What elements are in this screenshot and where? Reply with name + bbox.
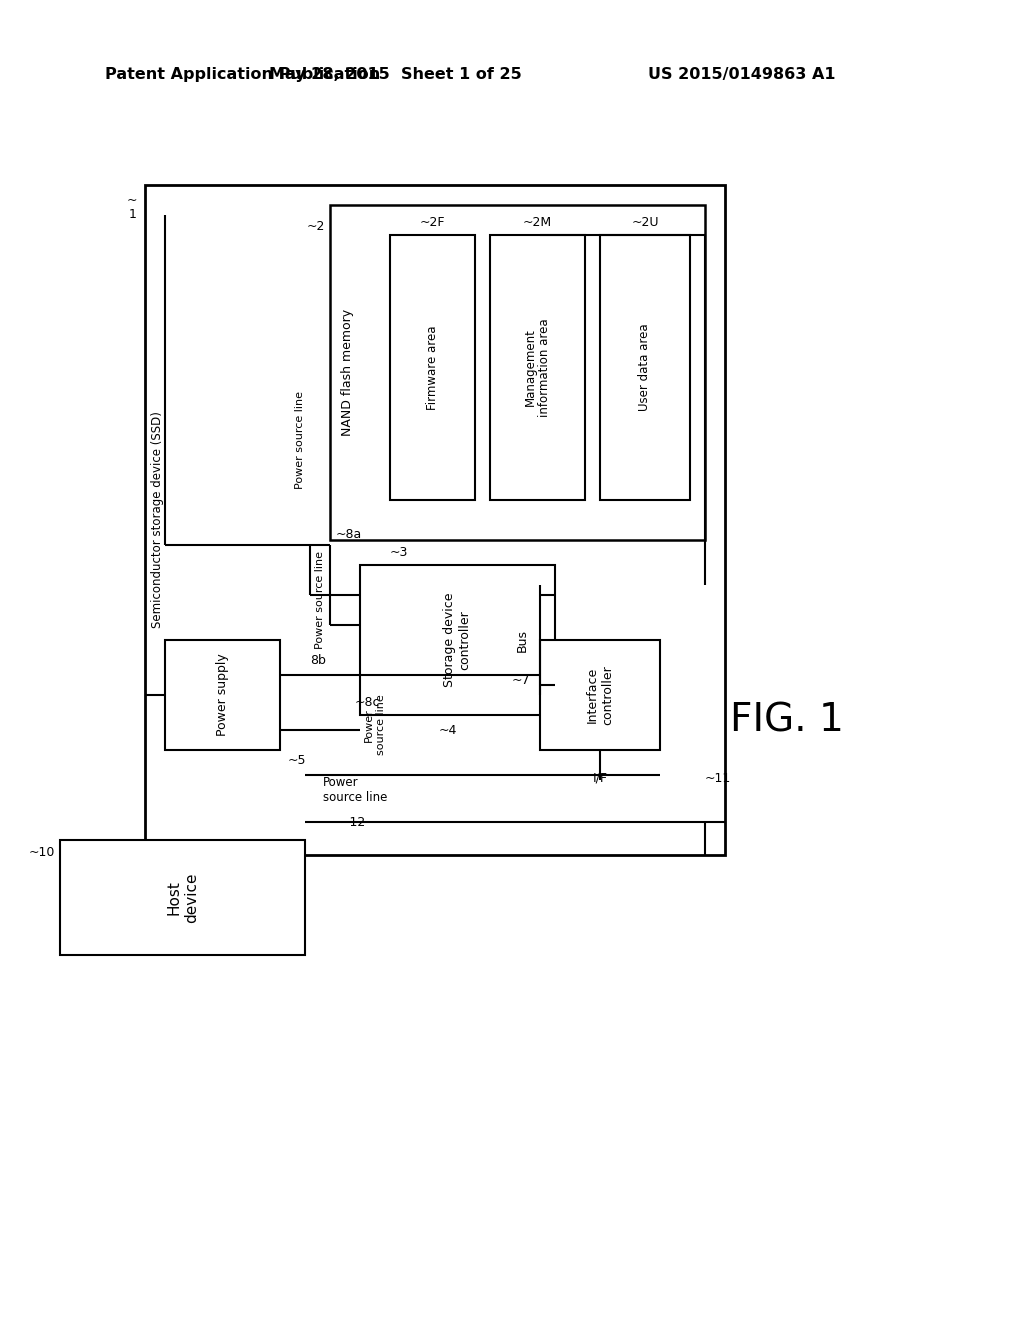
Text: 1: 1 [129, 209, 137, 222]
Bar [330, 205, 705, 540]
Text: ~5: ~5 [288, 754, 306, 767]
Text: ~8a: ~8a [336, 528, 362, 541]
Bar [60, 840, 305, 954]
Text: Storage device
controller: Storage device controller [443, 593, 471, 688]
Text: Power
source line: Power source line [323, 776, 387, 804]
Text: US 2015/0149863 A1: US 2015/0149863 A1 [648, 67, 836, 82]
Bar [360, 565, 555, 715]
Text: ~3: ~3 [390, 546, 409, 560]
Text: Patent Application Publication: Patent Application Publication [105, 67, 380, 82]
Text: ~: ~ [127, 194, 137, 206]
Text: ~10: ~10 [29, 846, 55, 858]
Bar [145, 185, 725, 855]
Text: Firmware area: Firmware area [426, 325, 439, 409]
Text: Power source line: Power source line [315, 550, 325, 649]
Text: Power
source line: Power source line [365, 694, 386, 755]
Text: ~2F: ~2F [420, 216, 445, 230]
Text: Bus: Bus [515, 628, 528, 652]
Bar [490, 235, 585, 500]
Text: ~2: ~2 [306, 220, 325, 234]
Text: Management
information area: Management information area [523, 318, 552, 417]
Text: ~7: ~7 [512, 673, 530, 686]
Bar [540, 640, 660, 750]
Text: Semiconductor storage device (SSD): Semiconductor storage device (SSD) [151, 412, 164, 628]
Text: ~4: ~4 [438, 723, 457, 737]
Text: ~2U: ~2U [631, 216, 658, 230]
Text: 8b: 8b [310, 653, 326, 667]
Bar [600, 235, 690, 500]
Text: ~11: ~11 [705, 771, 731, 784]
Text: Power supply: Power supply [216, 653, 229, 737]
Text: FIG. 1: FIG. 1 [730, 701, 844, 739]
Text: ~12: ~12 [340, 816, 367, 829]
Text: May 28, 2015  Sheet 1 of 25: May 28, 2015 Sheet 1 of 25 [268, 67, 521, 82]
Text: ~2M: ~2M [523, 216, 552, 230]
Text: User data area: User data area [639, 323, 651, 412]
Text: Host
device: Host device [166, 873, 199, 923]
Bar [165, 640, 280, 750]
Text: ~8c: ~8c [355, 697, 381, 710]
Text: Interface
controller: Interface controller [586, 665, 614, 725]
Text: NAND flash memory: NAND flash memory [341, 309, 354, 436]
Text: I/F: I/F [593, 771, 607, 784]
Text: Power source line: Power source line [295, 391, 305, 488]
Bar [390, 235, 475, 500]
